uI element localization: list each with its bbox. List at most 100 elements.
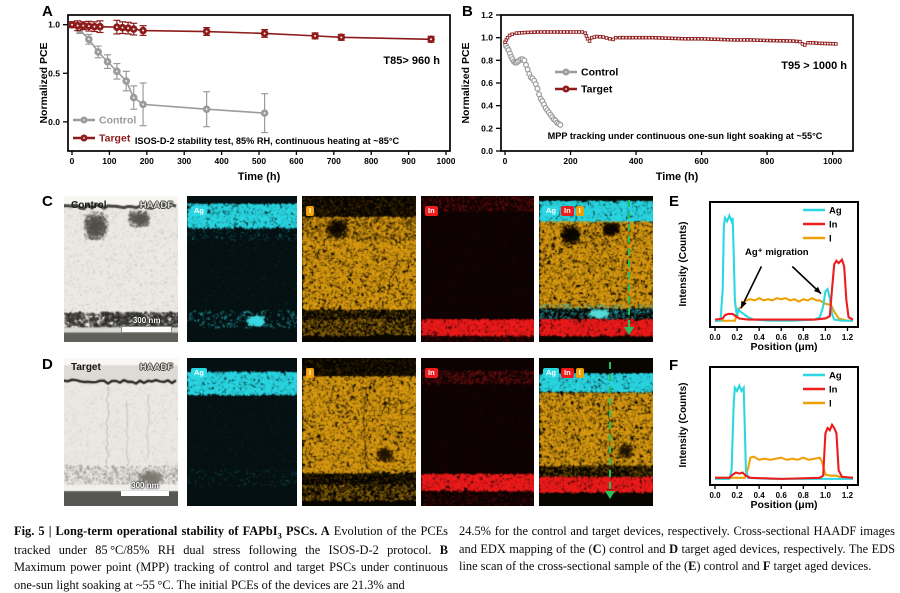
edx-composite-canvas-control (539, 196, 653, 342)
legend-item-control: Control (581, 67, 618, 79)
edx-ag-canvas-target (187, 358, 297, 506)
y-axis-label: Normalized PCE (460, 42, 472, 123)
svg-text:0.0: 0.0 (481, 146, 493, 156)
svg-text:1000: 1000 (437, 156, 455, 166)
svg-text:0.4: 0.4 (754, 333, 766, 342)
scalebar-target: 300 nm (121, 481, 169, 496)
panel-f-chart: 0.0 0.2 0.4 0.6 0.8 1.0 1.2 Position (μm) Intens… (660, 350, 900, 522)
line-scan-arrow-target (608, 362, 611, 493)
i-chip: I (306, 206, 315, 217)
caption-segment: 3 (277, 530, 282, 541)
x-axis-label: Position (μm) (750, 499, 817, 511)
panel-a-chart: 0 100 200 300 400 500 600 700 800 900 1000 0.0 0.5 1.… (35, 0, 456, 188)
y-axis-label: Intensity (Counts) (678, 222, 689, 307)
svg-text:100: 100 (102, 156, 116, 166)
stability-badge: T85> 960 h (383, 55, 440, 67)
scalebar-label-control: 300 nm (132, 315, 161, 325)
edx-i-canvas-target (302, 358, 416, 506)
svg-text:400: 400 (215, 156, 229, 166)
svg-text:1.2: 1.2 (842, 333, 854, 342)
svg-text:700: 700 (327, 156, 341, 166)
caption-segment: Fig. 5 | Long-term operational stability… (14, 524, 278, 538)
panel-e-chart: 0.0 0.2 0.4 0.6 0.8 1.0 1.2 Position (μm) Intens… (660, 184, 900, 353)
svg-text:0.5: 0.5 (48, 68, 60, 78)
chart-svg-B: 0 200 400 600 800 1000 0.0 0.2 0.4 0.6 0.8 1.0 1.2 Ti… (460, 10, 854, 183)
edx-composite-canvas-target (539, 358, 653, 506)
svg-text:0.0: 0.0 (48, 117, 60, 127)
svg-text:1.2: 1.2 (842, 491, 854, 500)
caption-segment: ) control and (696, 559, 763, 574)
x-axis-label: Position (μm) (750, 341, 817, 352)
edx-composite-control: Ag In I (539, 196, 653, 342)
panel-f-letter: F (669, 357, 679, 374)
scalebar-bar-target (121, 490, 169, 496)
control-sample-label: Control (71, 200, 107, 211)
panel-a-letter: A (42, 3, 53, 20)
target-sample-label: Target (71, 362, 101, 373)
svg-text:0.4: 0.4 (754, 491, 766, 500)
svg-text:1.0: 1.0 (48, 20, 60, 30)
svg-text:0.2: 0.2 (481, 123, 493, 133)
svg-text:0.0: 0.0 (709, 491, 721, 500)
svg-text:200: 200 (563, 156, 577, 166)
svg-text:0.2: 0.2 (732, 333, 744, 342)
panel-b-chart: 0 200 400 600 800 1000 0.0 0.2 0.4 0.6 0.8 1.0 1.2 Ti… (455, 0, 900, 188)
svg-text:800: 800 (760, 156, 774, 166)
legend-item-i: I (829, 234, 832, 245)
line-scan-arrowhead-control (623, 327, 634, 336)
svg-text:500: 500 (252, 156, 266, 166)
svg-text:1.2: 1.2 (481, 10, 493, 20)
haadf-canvas-control (64, 196, 178, 342)
i-chip: I (575, 206, 584, 217)
legend-item-i: I (829, 399, 832, 410)
svg-text:0.6: 0.6 (481, 78, 493, 88)
in-chip: In (425, 368, 438, 379)
scalebar-bar-control (121, 325, 173, 333)
migration-annotation: Ag⁺ migration (745, 247, 809, 258)
scalebar-label-target: 300 nm (131, 480, 159, 490)
y-axis-label: Intensity (Counts) (678, 383, 689, 468)
svg-text:300: 300 (177, 156, 191, 166)
edx-map-i-control: I (302, 196, 416, 342)
haadf-mode-label-target: HAADF (139, 362, 173, 373)
line-scan-arrowhead-target (604, 491, 615, 500)
ag-chip: Ag (543, 368, 559, 379)
caption-left: Fig. 5 | Long-term operational stability… (14, 523, 448, 593)
caption-segment: Maximum power point (MPP) tracking of co… (14, 560, 448, 593)
svg-text:1.0: 1.0 (820, 333, 832, 342)
legend-item-target: Target (99, 133, 131, 145)
caption-segment: target aged devices. (770, 559, 872, 574)
edx-map-ag-target: Ag (187, 358, 297, 506)
edx-map-i-target: I (302, 358, 416, 506)
svg-text:600: 600 (694, 156, 708, 166)
svg-text:0.8: 0.8 (798, 333, 810, 342)
panel-e-letter: E (669, 193, 680, 210)
legend-item-in: In (829, 220, 838, 231)
i-chip: I (306, 368, 315, 379)
ag-chip: Ag (191, 368, 207, 379)
caption-segment: Evolution of the PCEs tracked under 85 °… (14, 524, 448, 557)
svg-text:0.6: 0.6 (776, 333, 788, 342)
chart-svg-F: 0.0 0.2 0.4 0.6 0.8 1.0 1.2 Position (μm) Intens… (678, 366, 859, 511)
panel-b-letter: B (462, 3, 473, 20)
legend-item-ag: Ag (829, 371, 842, 382)
legend-item-target: Target (581, 84, 613, 96)
line-scan-arrow-control (627, 200, 630, 329)
svg-text:1.0: 1.0 (481, 33, 493, 43)
stability-badge: T95 > 1000 h (781, 60, 847, 72)
edx-map-ag-control: Ag (187, 196, 297, 342)
in-chip: In (425, 206, 438, 217)
svg-text:0.0: 0.0 (709, 333, 721, 342)
edx-map-in-control: In (421, 196, 534, 342)
svg-text:0.4: 0.4 (481, 101, 493, 111)
caption-segment: 24.5% for the control and target devices… (459, 524, 895, 556)
legend-item-control: Control (99, 115, 136, 127)
panel-d-letter: D (42, 356, 53, 373)
svg-text:200: 200 (140, 156, 154, 166)
haadf-canvas-target (64, 358, 178, 506)
caption-segment: C (592, 541, 602, 556)
haadf-image-control: Control HAADF 300 nm (64, 196, 178, 342)
in-chip: In (561, 368, 574, 379)
svg-text:0: 0 (503, 156, 508, 166)
legend-item-ag: Ag (829, 206, 842, 217)
